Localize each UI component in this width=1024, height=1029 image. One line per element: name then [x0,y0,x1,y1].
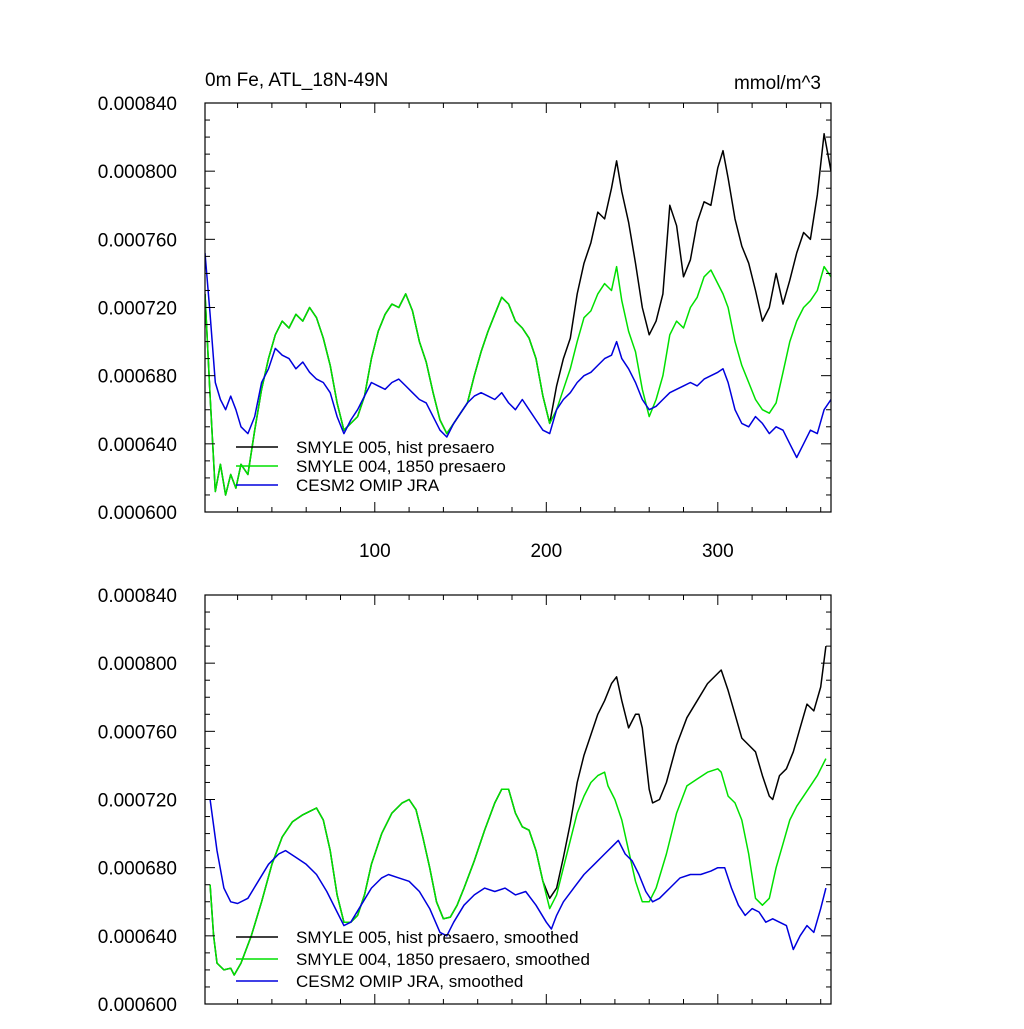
y-tick-label: 0.000600 [98,995,177,1016]
legend-label-3: CESM2 OMIP JRA, smoothed [296,972,523,991]
y-tick-label: 0.000680 [98,367,177,388]
y-tick-label: 0.000760 [98,230,177,251]
series-line-2 [205,265,831,496]
y-tick-label: 0.000840 [98,586,177,607]
legend-label-1: SMYLE 005, hist presaero [296,438,494,457]
x-tick-label: 300 [702,541,734,562]
legend: SMYLE 005, hist presaero, smoothed SMYLE … [236,928,590,991]
y-tick-label: 0.000720 [98,299,177,320]
legend-label-2: SMYLE 004, 1850 presaero [296,457,506,476]
y-tick-label: 0.000680 [98,859,177,880]
units-label: mmol/m^3 [734,73,821,94]
series-line-3 [209,799,827,951]
chart-title: 0m Fe, ATL_18N-49N [205,70,388,91]
y-tick-label: 0.000840 [98,94,177,115]
legend-label-3: CESM2 OMIP JRA [296,476,440,495]
legend-label-1: SMYLE 005, hist presaero, smoothed [296,928,579,947]
y-tick-label: 0.000600 [98,503,177,524]
y-tick-label: 0.000640 [98,927,177,948]
series-line-2 [209,758,827,976]
chart-panel-1: 0.000600 0.000640 0.000680 0.000720 0.000760… [98,70,832,562]
y-tick-label: 0.000720 [98,791,177,812]
x-tick-label: 200 [530,541,562,562]
y-tick-label: 0.000800 [98,162,177,183]
legend-label-2: SMYLE 004, 1850 presaero, smoothed [296,950,590,969]
y-tick-label: 0.000640 [98,435,177,456]
series-line-1 [209,646,827,976]
chart-panel-2: 0.000600 0.000640 0.000680 0.000720 0.000760… [98,586,832,1016]
series-line-3 [205,252,831,459]
y-tick-label: 0.000760 [98,722,177,743]
x-tick-label: 100 [359,541,391,562]
y-tick-label: 0.000800 [98,654,177,675]
